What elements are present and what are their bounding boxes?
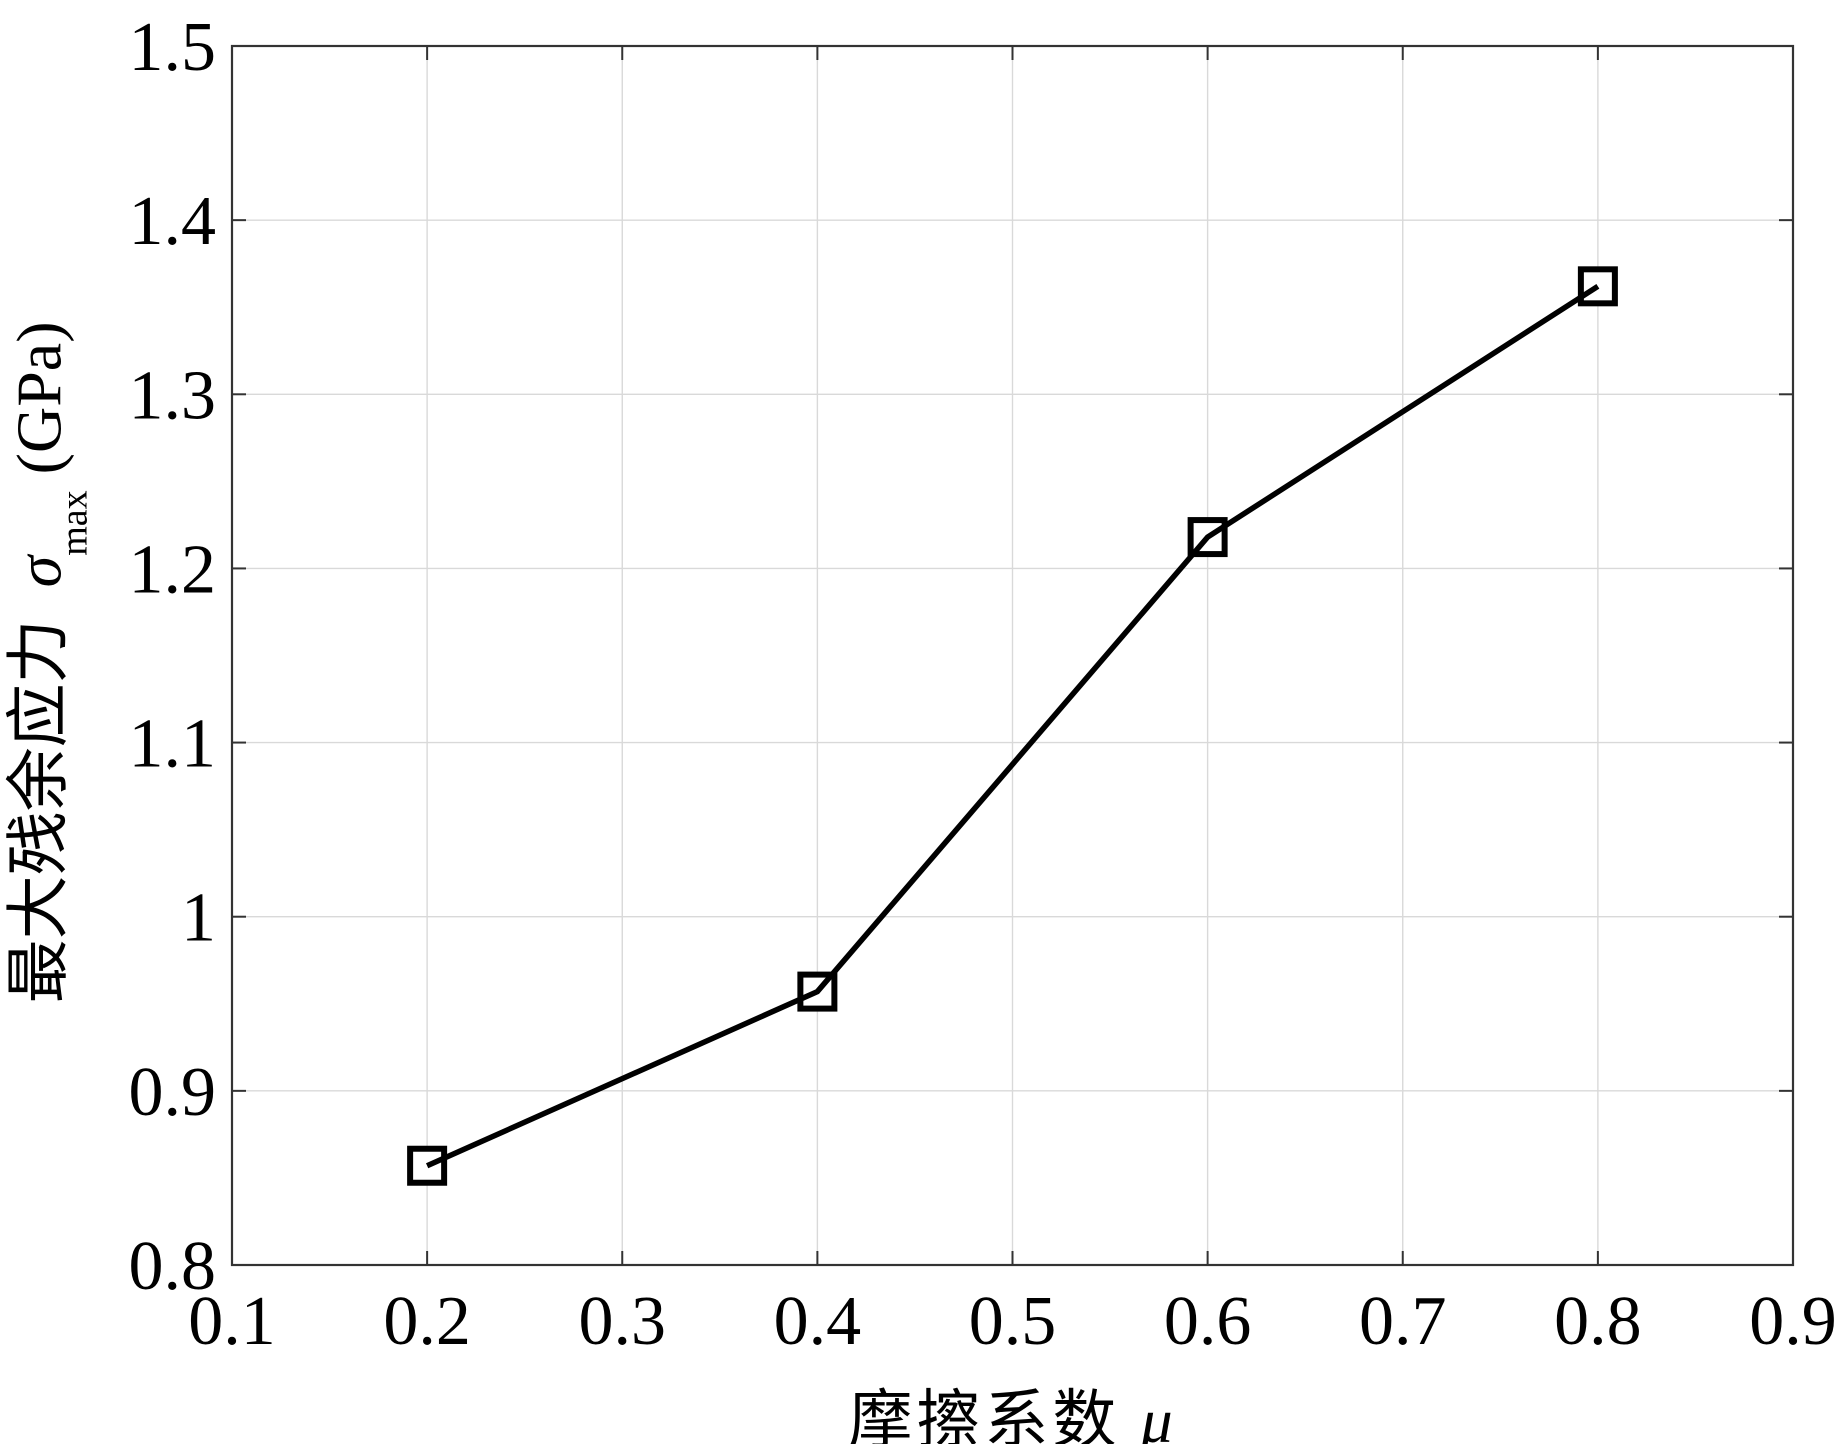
svg-text:0.7: 0.7	[1359, 1283, 1447, 1360]
svg-text:0.3: 0.3	[579, 1283, 667, 1360]
svg-text:0.8: 0.8	[129, 1228, 217, 1305]
svg-text:1.3: 1.3	[129, 357, 217, 434]
svg-text:0.2: 0.2	[383, 1283, 471, 1360]
svg-text:1.2: 1.2	[129, 531, 217, 608]
svg-text:0.8: 0.8	[1554, 1283, 1642, 1360]
svg-text:1: 1	[181, 880, 216, 957]
svg-text:0.6: 0.6	[1164, 1283, 1252, 1360]
svg-text:1.1: 1.1	[129, 706, 217, 783]
svg-text:1.4: 1.4	[129, 183, 217, 260]
svg-text:0.4: 0.4	[774, 1283, 862, 1360]
svg-text:0.9: 0.9	[1749, 1283, 1837, 1360]
svg-text:1.5: 1.5	[129, 9, 217, 86]
svg-text:0.5: 0.5	[969, 1283, 1057, 1360]
svg-text:0.9: 0.9	[129, 1054, 217, 1131]
